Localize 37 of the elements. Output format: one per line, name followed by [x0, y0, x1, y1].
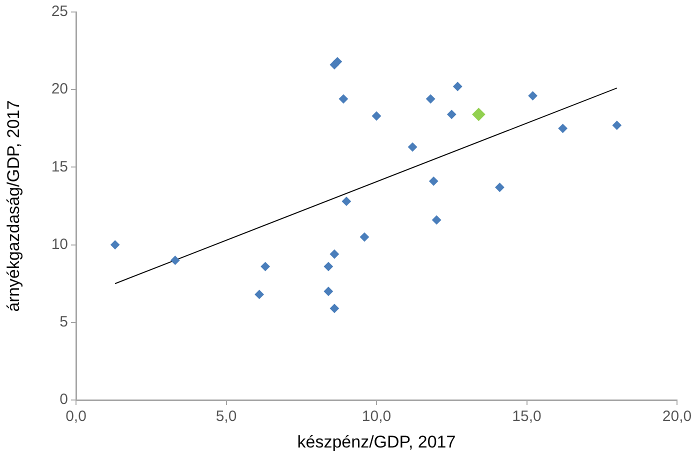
point — [426, 94, 436, 104]
point — [528, 91, 538, 100]
point — [447, 110, 456, 119]
point — [612, 120, 622, 130]
point — [324, 262, 333, 272]
x-tick-label: 20,0 — [662, 408, 692, 426]
point — [338, 94, 348, 104]
y-tick-label: 0 — [60, 391, 68, 408]
point — [342, 196, 351, 206]
x-tick-label: 0,0 — [66, 408, 86, 426]
point — [170, 256, 180, 265]
point — [332, 57, 342, 66]
y-tick-label: 15 — [51, 158, 68, 176]
point — [360, 232, 369, 242]
y-tick-label: 20 — [51, 80, 68, 98]
y-tick-label: 25 — [51, 3, 68, 20]
point — [558, 124, 568, 133]
point — [260, 262, 270, 272]
x-tick-label: 15,0 — [512, 408, 542, 426]
point — [372, 111, 381, 120]
x-axis-title: készpénz/GDP, 2017 — [297, 432, 456, 452]
x-tick-label: 5,0 — [216, 408, 237, 426]
point — [324, 286, 333, 296]
x-tick-label: 10,0 — [362, 408, 392, 426]
point — [472, 108, 486, 121]
y-axis-title: árnyékgazdaság/GDP, 2017 — [4, 100, 23, 312]
point — [254, 290, 264, 299]
point — [408, 142, 418, 152]
y-tick-label: 10 — [51, 236, 68, 253]
point — [453, 82, 462, 91]
point — [330, 250, 339, 259]
point — [330, 304, 339, 313]
y-tick-label: 5 — [60, 314, 68, 331]
point — [432, 215, 442, 224]
point — [429, 176, 438, 186]
point — [495, 182, 504, 192]
point — [110, 240, 120, 250]
